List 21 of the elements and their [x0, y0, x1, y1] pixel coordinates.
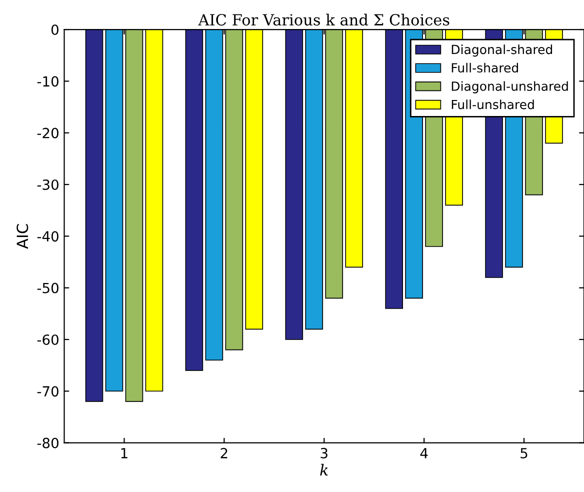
legend-label: Diagonal-unshared [452, 81, 568, 94]
y-axis-title: AIC [16, 224, 28, 249]
x-tick-label: 1 [121, 448, 128, 458]
y-tick-label: -10 [37, 76, 58, 87]
x-tick-label: 5 [520, 448, 528, 458]
x-tick-label: 3 [320, 448, 328, 458]
chart-title: AIC For Various k and Σ Choices [198, 14, 450, 26]
y-tick-label: -60 [37, 334, 58, 345]
y-tick-label: -80 [37, 438, 58, 448]
x-tick-label: 4 [420, 448, 428, 458]
y-tick-label: -70 [37, 386, 58, 397]
x-axis-title: k [320, 464, 328, 476]
y-tick-label: -50 [37, 282, 58, 294]
y-tick-label: -40 [37, 231, 58, 242]
y-tick-label: 0 [51, 24, 58, 35]
legend-label: Diagonal-shared [452, 44, 552, 57]
y-tick-label: -20 [37, 128, 58, 138]
x-tick-label: 2 [220, 448, 228, 458]
legend-label: Full-shared [452, 62, 518, 73]
y-tick-label: -30 [37, 179, 58, 190]
legend-label: Full-unshared [452, 100, 534, 110]
